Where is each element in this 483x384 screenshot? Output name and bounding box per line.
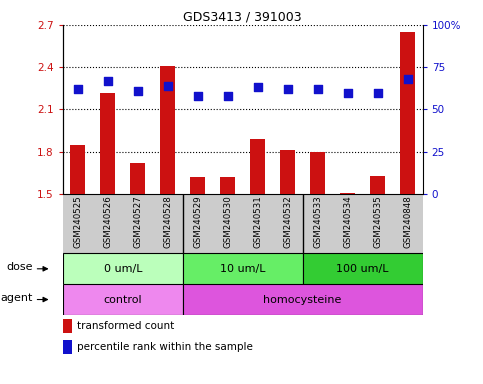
- Bar: [71, 145, 85, 194]
- Bar: [63, 253, 183, 284]
- Bar: [100, 93, 115, 194]
- Bar: [310, 152, 325, 194]
- Bar: [183, 253, 303, 284]
- Text: agent: agent: [0, 293, 33, 303]
- Bar: [183, 284, 423, 315]
- Text: GSM240526: GSM240526: [103, 196, 112, 248]
- Text: GSM240533: GSM240533: [313, 196, 322, 248]
- Point: [134, 88, 142, 94]
- Text: GSM240527: GSM240527: [133, 196, 142, 248]
- Bar: [303, 253, 423, 284]
- Point: [74, 86, 82, 92]
- Text: GSM240535: GSM240535: [373, 196, 382, 248]
- Text: GSM240528: GSM240528: [163, 196, 172, 248]
- Text: GSM240848: GSM240848: [403, 196, 412, 248]
- Title: GDS3413 / 391003: GDS3413 / 391003: [184, 11, 302, 24]
- Point: [314, 86, 322, 92]
- Point: [164, 83, 171, 89]
- Bar: [130, 163, 145, 194]
- Text: transformed count: transformed count: [77, 321, 174, 331]
- Bar: [370, 175, 385, 194]
- Point: [404, 76, 412, 82]
- Text: GSM240529: GSM240529: [193, 196, 202, 248]
- Point: [344, 89, 352, 96]
- Point: [284, 86, 292, 92]
- Point: [104, 78, 112, 84]
- Point: [254, 84, 262, 91]
- Text: homocysteine: homocysteine: [264, 295, 342, 305]
- Text: GSM240531: GSM240531: [253, 196, 262, 248]
- Text: dose: dose: [6, 262, 33, 272]
- Text: GSM240525: GSM240525: [73, 196, 82, 248]
- Text: GSM240532: GSM240532: [283, 196, 292, 248]
- Text: control: control: [103, 295, 142, 305]
- Bar: [400, 32, 415, 194]
- Text: percentile rank within the sample: percentile rank within the sample: [77, 342, 253, 352]
- Bar: [280, 150, 295, 194]
- Bar: [220, 177, 235, 194]
- Point: [224, 93, 231, 99]
- Text: GSM240530: GSM240530: [223, 196, 232, 248]
- Bar: [63, 339, 72, 354]
- Text: 10 um/L: 10 um/L: [220, 264, 266, 274]
- Bar: [160, 66, 175, 194]
- Point: [374, 89, 382, 96]
- Bar: [63, 284, 183, 315]
- Bar: [340, 192, 355, 194]
- Bar: [190, 177, 205, 194]
- Text: 0 um/L: 0 um/L: [103, 264, 142, 274]
- Text: 100 um/L: 100 um/L: [336, 264, 389, 274]
- Point: [194, 93, 201, 99]
- Bar: [250, 139, 265, 194]
- Bar: [63, 319, 72, 333]
- Text: GSM240534: GSM240534: [343, 196, 352, 248]
